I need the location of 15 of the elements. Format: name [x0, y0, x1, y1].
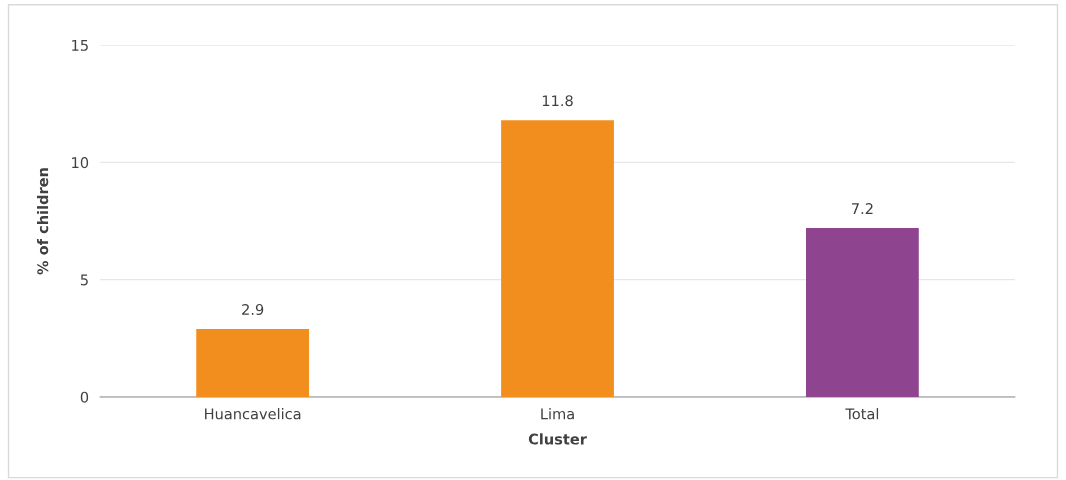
data-label: 11.8 — [542, 95, 573, 107]
bar — [805, 228, 919, 397]
y-tick-label: 0 — [80, 391, 89, 403]
x-tick-label: Lima — [541, 408, 574, 420]
y-tick-label: 10 — [72, 157, 89, 169]
x-axis-title: Cluster — [528, 433, 587, 445]
y-tick-label: 5 — [80, 274, 88, 286]
bar — [196, 328, 310, 397]
x-tick-label: Total — [845, 408, 879, 420]
y-tick-label: 15 — [72, 40, 88, 51]
data-label: 7.2 — [851, 203, 873, 214]
bar — [501, 120, 614, 397]
x-tick-label: Huancavelica — [205, 408, 301, 420]
y-axis-title: % of children — [36, 168, 49, 275]
data-label: 2.9 — [242, 303, 264, 315]
